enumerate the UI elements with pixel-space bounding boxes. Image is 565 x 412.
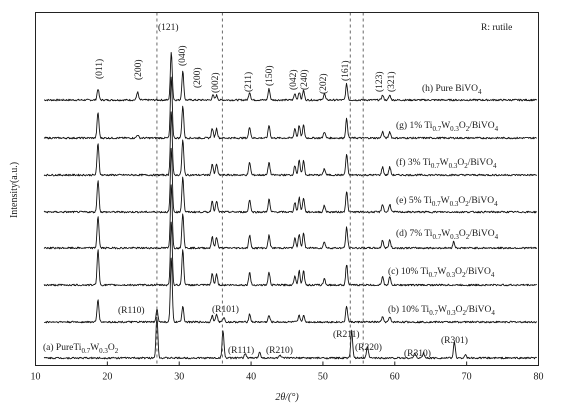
x-tick-label: 40 — [246, 372, 256, 383]
peak-label-123: (123) — [374, 71, 385, 92]
label-f: (f) 3% Ti0.7W0.3O2/BiVO4 — [396, 157, 497, 170]
rutile-label-r110: (R110) — [118, 305, 145, 316]
rutile-label-r310: (R310) — [404, 348, 431, 359]
x-axis-ticks: 10 20 30 40 50 60 70 80 — [31, 361, 544, 383]
label-c: (c) 10% Ti0.7W0.3O2/BiVO4 — [388, 266, 495, 279]
label-h: (h) Pure BiVO4 — [422, 83, 482, 96]
peak-label-002: (002) — [210, 72, 221, 93]
xrd-trace-f — [43, 111, 538, 177]
label-b: (b) 10% Ti0.7W0.3O2/BiVO4 — [388, 304, 495, 317]
y-axis-title: Intensity(a.u.) — [9, 162, 20, 218]
peak-label-011: (011) — [94, 59, 105, 79]
peak-label-161: (161) — [340, 60, 351, 81]
xrd-trace-h — [44, 51, 538, 102]
rutile-label-r220: (R220) — [355, 342, 382, 353]
rutile-note: R: rutile — [481, 23, 512, 33]
label-a: (a) PureTi0.7W0.3O2 — [43, 342, 119, 355]
x-tick-label: 20 — [102, 372, 112, 383]
reference-lines — [156, 12, 364, 366]
xrd-trace-d — [43, 184, 538, 250]
peak-label-202: (202) — [318, 73, 329, 94]
peak-label-042: (042) — [288, 69, 299, 90]
peak-label-150: (150) — [264, 65, 275, 86]
x-tick-label: 80 — [534, 372, 544, 383]
peak-label-211: (211) — [243, 72, 254, 92]
x-tick-label: 10 — [31, 372, 41, 383]
peak-label-121: (121) — [158, 22, 179, 33]
peak-label-200: (200) — [133, 59, 144, 80]
rutile-label-r301: (R301) — [441, 335, 468, 346]
x-tick-label: 50 — [318, 372, 328, 383]
xrd-trace-e — [43, 147, 537, 214]
xrd-trace-g — [43, 76, 537, 140]
rutile-label-r111: (R111) — [228, 345, 254, 356]
peak-label-240: (240) — [299, 69, 310, 90]
traces-group — [43, 51, 538, 360]
label-e: (e) 5% Ti0.7W0.3O2/BiVO4 — [396, 195, 498, 208]
xrd-trace-b — [44, 257, 538, 324]
peak-label-200b: (200) — [192, 67, 203, 88]
xrd-trace-c — [43, 221, 538, 287]
label-g: (g) 1% Ti0.7W0.3O2/BiVO4 — [396, 120, 499, 133]
x-tick-label: 30 — [174, 372, 184, 383]
x-tick-label: 70 — [462, 372, 472, 383]
rutile-label-r211: (R211) — [333, 329, 360, 340]
plot-frame — [35, 12, 539, 366]
xrd-trace-a — [43, 316, 538, 360]
peak-label-321: (321) — [386, 71, 397, 92]
label-d: (d) 7% Ti0.7W0.3O2/BiVO4 — [396, 228, 499, 241]
x-tick-label: 60 — [390, 372, 400, 383]
rutile-label-r210: (R210) — [266, 345, 293, 356]
peak-label-040: (040) — [177, 45, 188, 66]
x-axis-title: 2θ/(°) — [275, 392, 299, 403]
rutile-label-r101: (R101) — [212, 304, 239, 315]
